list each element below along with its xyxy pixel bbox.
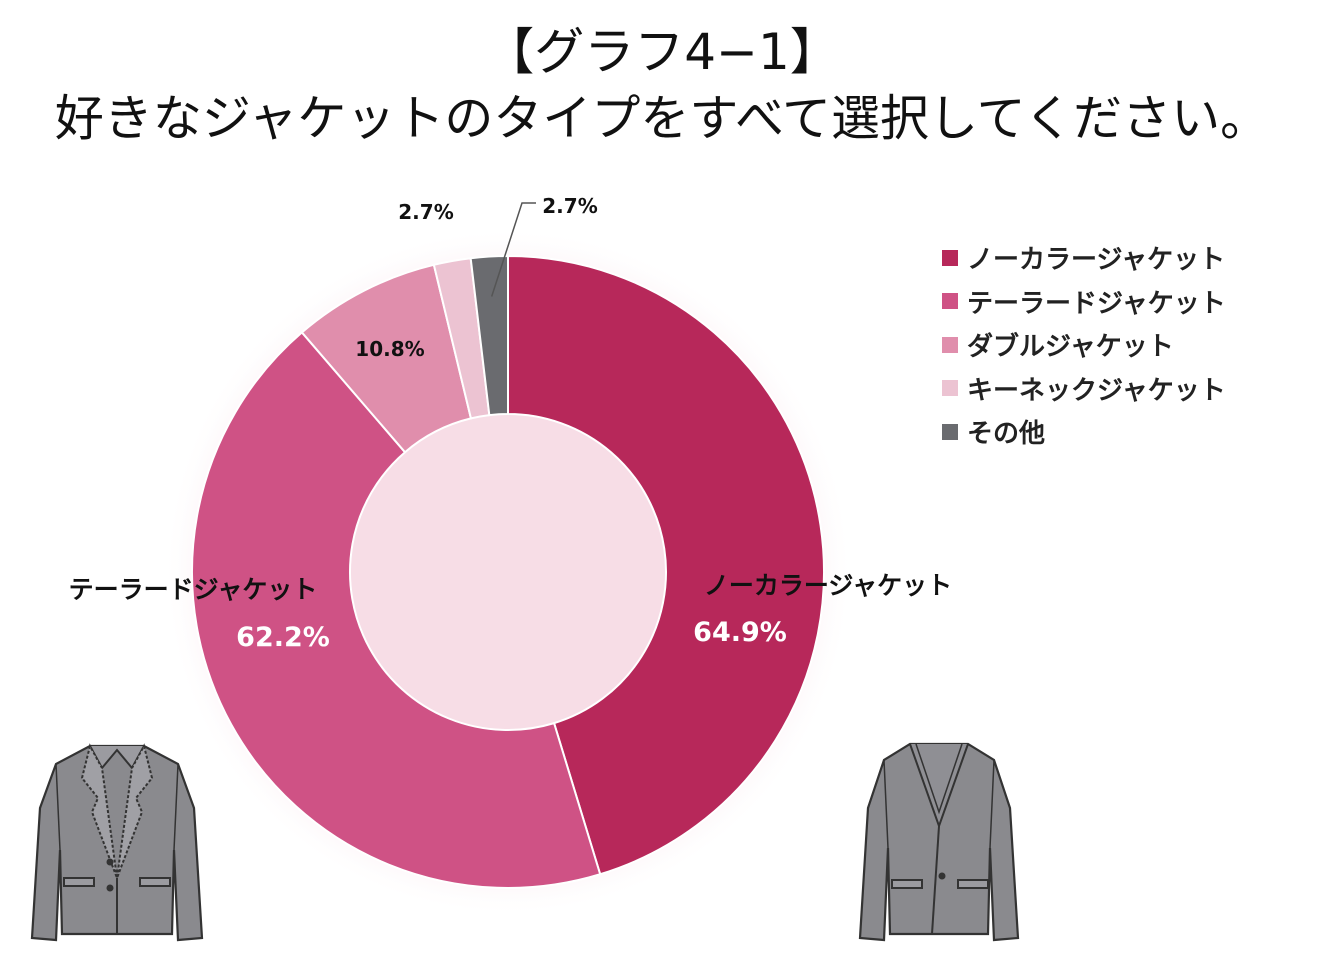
legend-swatch <box>942 249 958 266</box>
legend-label: ノーカラージャケット <box>967 245 1226 276</box>
leader-line <box>490 202 536 297</box>
donut-labels: ノーカラージャケット 64.9% テーラードジャケット 62.2% 10.8% 2.7% 2… <box>69 194 953 653</box>
slice-category-label: テーラードジャケット <box>69 575 318 604</box>
tailored-jacket-icon <box>30 743 204 942</box>
legend-label: テーラードジャケット <box>967 288 1226 319</box>
slice-value-label: 2.7% <box>542 194 597 218</box>
chart-title-line2: 好きなジャケットのタイプをすべて選択してください。 <box>54 90 1270 147</box>
slice-value-label: 2.7% <box>398 200 453 224</box>
legend-item: ダブルジャケット <box>942 323 1312 367</box>
donut-slice <box>469 254 509 417</box>
legend-item: その他 <box>942 410 1312 454</box>
legend-swatch <box>942 380 958 397</box>
slice-value-label: 64.9% <box>693 617 787 648</box>
slice-value-label: 62.2% <box>236 622 330 653</box>
slice-value-label: 10.8% <box>355 337 424 361</box>
donut-slice <box>507 254 825 876</box>
legend-item: テーラードジャケット <box>942 280 1312 324</box>
chart-title-line1: 【グラフ4−1】 <box>484 23 840 81</box>
legend-item: キーネックジャケット <box>942 367 1312 411</box>
legend-item: ノーカラージャケット <box>942 236 1312 280</box>
chart-legend: ノーカラージャケット テーラードジャケット ダブルジャケット キーネックジャケッ… <box>942 236 1312 454</box>
legend-swatch <box>942 336 958 353</box>
legend-swatch <box>942 423 958 440</box>
legend-swatch <box>942 293 958 310</box>
slice-category-label: ノーカラージャケット <box>704 571 952 600</box>
collarless-jacket-icon <box>858 742 1020 942</box>
legend-label: その他 <box>967 419 1046 450</box>
donut-slice <box>191 331 602 889</box>
legend-label: ダブルジャケット <box>967 332 1174 363</box>
donut-slices <box>191 254 825 889</box>
legend-label: キーネックジャケット <box>967 375 1226 406</box>
